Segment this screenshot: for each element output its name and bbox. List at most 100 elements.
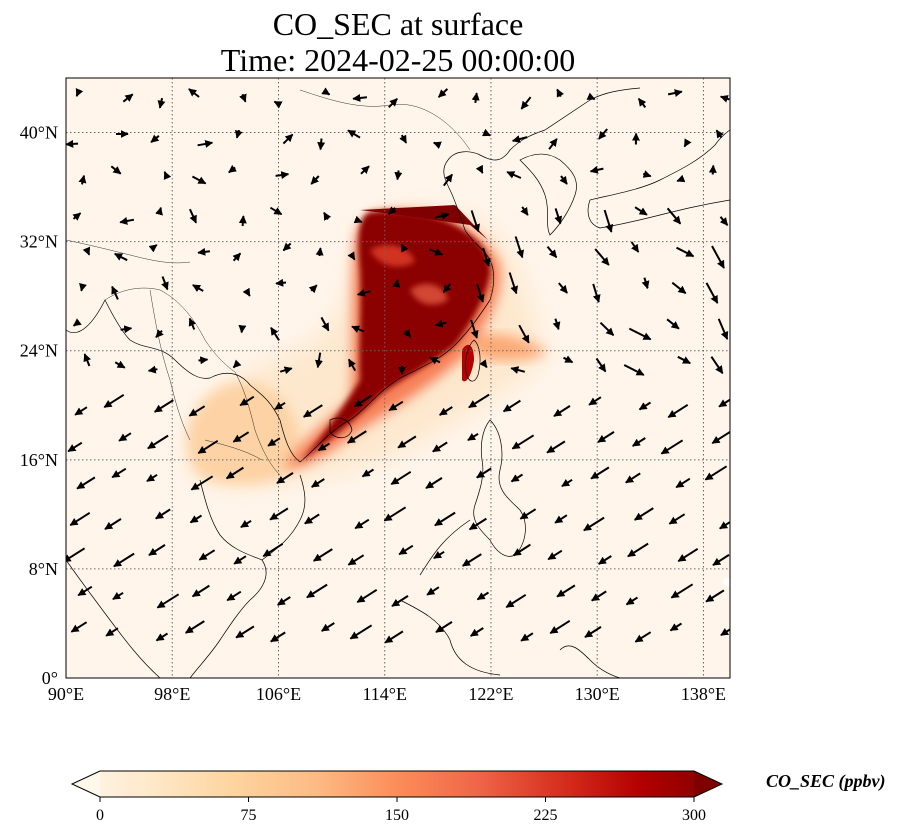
wind-arrow bbox=[717, 318, 729, 340]
plume-indochina bbox=[187, 382, 301, 485]
wind-arrow bbox=[547, 549, 563, 561]
wind-arrow bbox=[163, 171, 172, 180]
wind-arrow bbox=[82, 246, 91, 256]
map-title-line2: Time: 2024-02-25 00:00:00 bbox=[220, 42, 576, 78]
wind-arrow bbox=[388, 98, 398, 108]
wind-arrow bbox=[148, 244, 158, 253]
wind-arrow bbox=[321, 622, 335, 632]
wind-arrow bbox=[670, 583, 694, 599]
coastline-palawan-borneo bbox=[399, 519, 501, 676]
wind-arrow bbox=[232, 252, 242, 262]
wind-arrow bbox=[238, 215, 247, 227]
wind-arrow bbox=[306, 583, 328, 599]
wind-arrow bbox=[720, 627, 730, 637]
wind-arrow bbox=[546, 245, 558, 259]
wind-arrow bbox=[114, 360, 126, 369]
wind-arrow bbox=[592, 283, 601, 303]
wind-arrow bbox=[402, 328, 412, 338]
wind-arrow bbox=[104, 518, 122, 530]
wind-arrow bbox=[476, 591, 490, 601]
wind-arrow bbox=[360, 165, 370, 175]
wind-arrow bbox=[711, 245, 725, 269]
wind-arrow bbox=[559, 175, 568, 185]
colorbar-tick-label: 0 bbox=[96, 807, 104, 824]
wind-arrow bbox=[710, 356, 724, 374]
wind-arrow bbox=[511, 135, 528, 143]
wind-arrow bbox=[228, 164, 237, 174]
wind-arrow bbox=[399, 134, 408, 144]
wind-arrow bbox=[122, 93, 134, 103]
coastline-north bbox=[544, 87, 641, 131]
wind-arrow bbox=[628, 327, 652, 341]
wind-arrow bbox=[118, 432, 132, 442]
coastline-new-guinea-edge bbox=[559, 645, 621, 678]
wind-arrow bbox=[666, 207, 682, 225]
wind-arrow bbox=[232, 359, 242, 369]
wind-arrow bbox=[69, 511, 91, 527]
wind-arrow bbox=[105, 627, 119, 637]
wind-arrow bbox=[512, 543, 531, 557]
wind-arrow bbox=[558, 282, 568, 294]
wind-arrow bbox=[394, 170, 403, 181]
wind-arrow bbox=[719, 216, 729, 226]
wind-arrow bbox=[552, 318, 561, 331]
wind-arrow bbox=[520, 96, 532, 110]
lat-tick-label: 16°N bbox=[20, 450, 58, 470]
wind-arrow bbox=[188, 88, 200, 98]
lat-tick-label: 40°N bbox=[20, 123, 58, 143]
coastline-bohai bbox=[443, 129, 546, 231]
wind-arrow bbox=[481, 128, 491, 137]
wind-arrow bbox=[434, 319, 447, 328]
wind-arrow bbox=[356, 288, 371, 297]
wind-arrow bbox=[315, 247, 324, 257]
wind-arrow bbox=[347, 554, 365, 566]
wind-arrow bbox=[112, 591, 124, 601]
wind-arrow bbox=[598, 128, 608, 140]
wind-arrow bbox=[705, 282, 719, 304]
wind-arrow bbox=[66, 139, 79, 148]
wind-arrow bbox=[267, 437, 281, 447]
wind-arrow bbox=[553, 405, 571, 417]
wind-arrow bbox=[147, 434, 169, 450]
wind-arrow bbox=[437, 88, 449, 98]
wind-arrow bbox=[70, 621, 88, 633]
wind-arrow bbox=[120, 325, 133, 334]
wind-arrow bbox=[479, 359, 488, 369]
coastline-malay-peninsula bbox=[189, 479, 267, 678]
wind-arrow bbox=[315, 352, 323, 369]
wind-arrow bbox=[676, 246, 695, 258]
wind-arrow bbox=[502, 399, 521, 413]
wind-arrow bbox=[161, 276, 169, 291]
wind-arrow bbox=[642, 170, 652, 178]
wind-arrow bbox=[233, 555, 247, 565]
wind-arrow bbox=[660, 439, 684, 455]
wind-arrow bbox=[351, 325, 365, 333]
wind-arrow bbox=[432, 141, 442, 150]
wind-arrow bbox=[154, 399, 174, 413]
wind-arrow bbox=[157, 97, 166, 109]
wind-arrow bbox=[470, 210, 480, 233]
wind-arrow bbox=[110, 165, 122, 175]
wind-arrow bbox=[667, 89, 683, 97]
colorbar-ticks: 0 75 150 225 300 bbox=[96, 797, 706, 824]
wind-arrow bbox=[546, 440, 566, 454]
wind-arrow bbox=[591, 590, 607, 602]
coastline-korea bbox=[519, 153, 577, 236]
wind-arrow bbox=[347, 358, 357, 372]
lon-tick-label: 122°E bbox=[468, 684, 513, 704]
wind-arrow bbox=[590, 466, 610, 480]
wind-arrow bbox=[238, 324, 247, 334]
wind-arrow bbox=[520, 206, 529, 216]
coastline-taiwan bbox=[465, 339, 481, 382]
wind-arrow bbox=[119, 217, 135, 225]
wind-arrow bbox=[303, 404, 323, 418]
map-frame bbox=[65, 77, 731, 679]
wind-arrow bbox=[666, 318, 680, 330]
lon-tick-label: 98°E bbox=[154, 684, 190, 704]
wind-arrow bbox=[197, 140, 214, 148]
wind-arrow bbox=[506, 171, 522, 179]
wind-arrow bbox=[150, 134, 160, 143]
wind-arrow bbox=[114, 252, 128, 262]
wind-arrow bbox=[226, 590, 242, 602]
